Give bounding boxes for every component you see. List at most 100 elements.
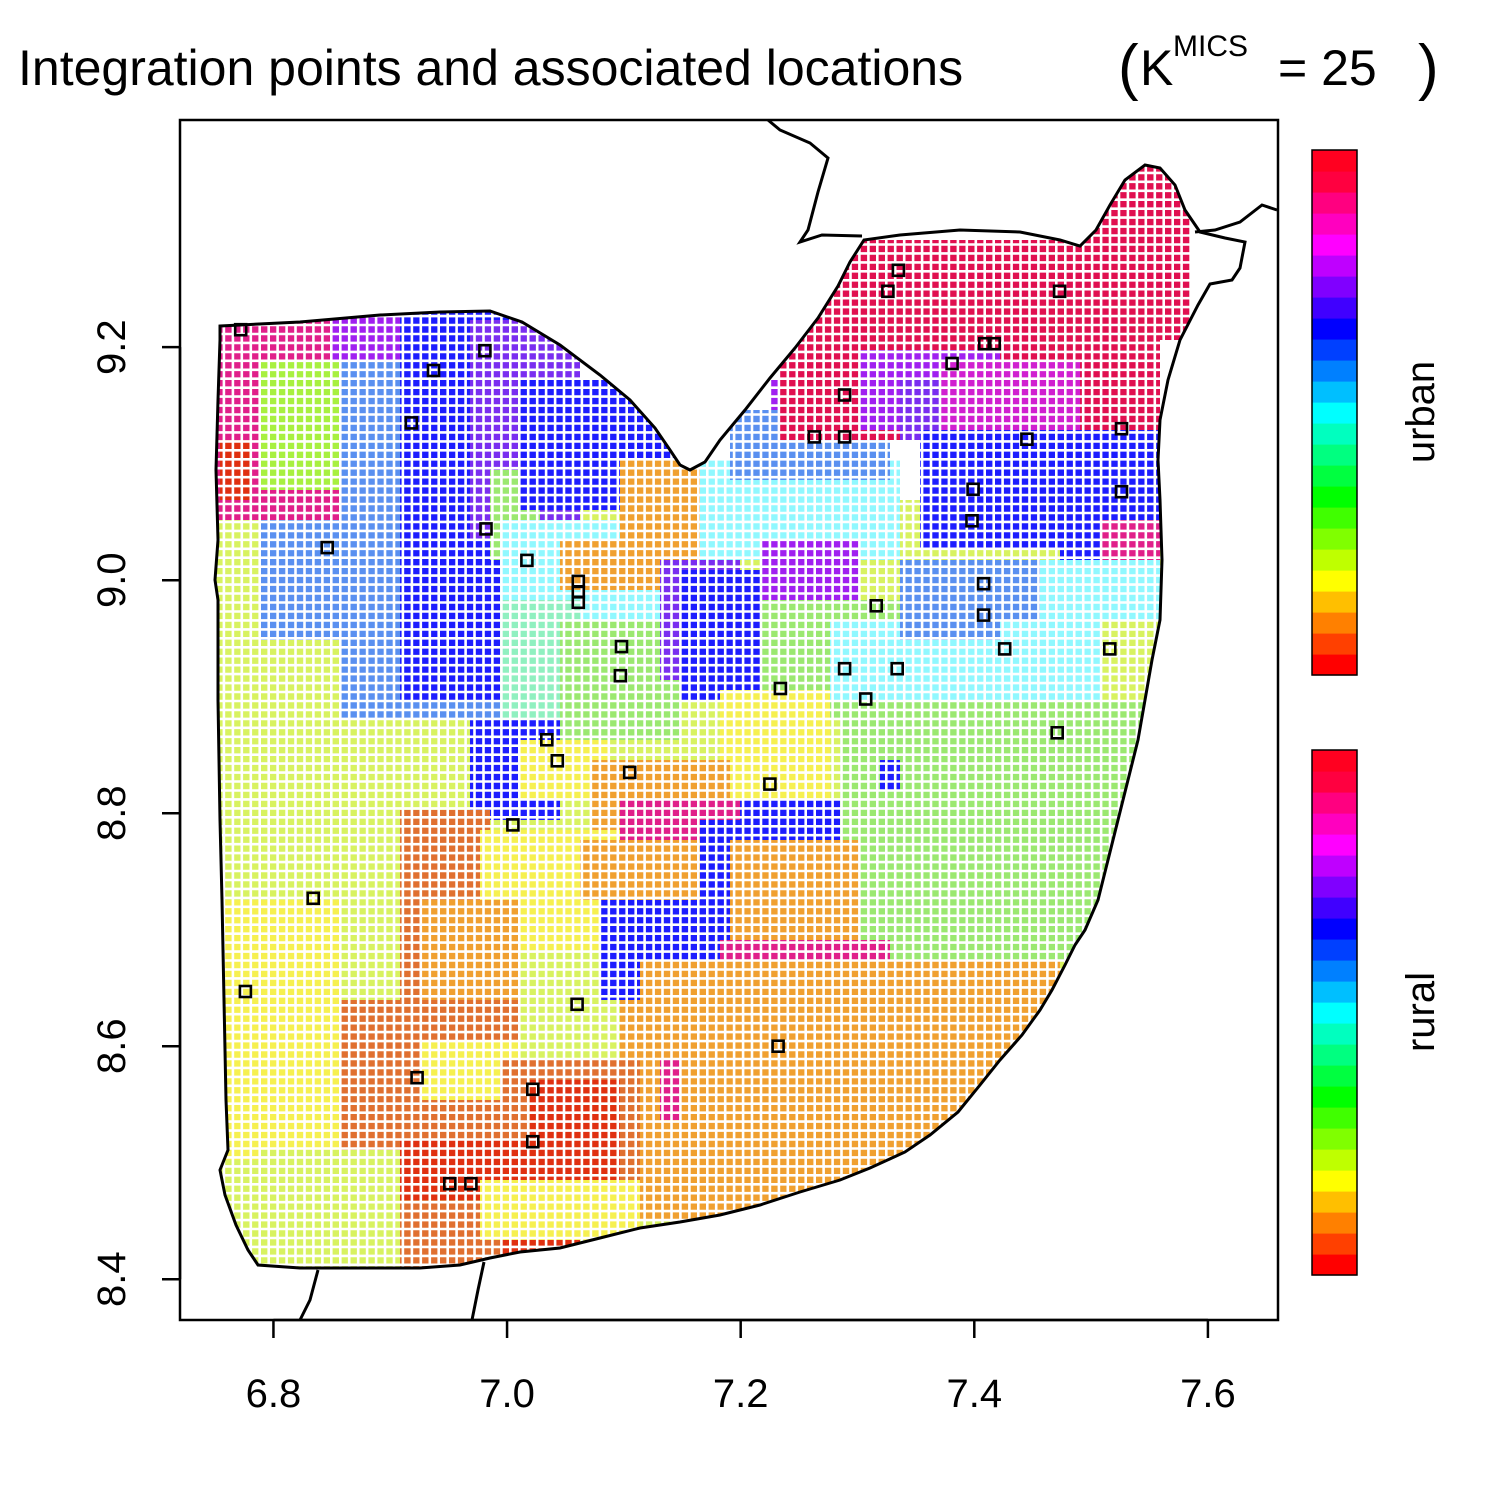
- colorbar-urban: [1311, 149, 1358, 676]
- colorbar-swatch: [1312, 213, 1357, 235]
- colorbar-swatch: [1312, 381, 1357, 403]
- colorbar-swatch: [1312, 276, 1357, 298]
- integration-point: [410, 1070, 424, 1085]
- integration-point: [426, 363, 441, 378]
- colorbar-swatch: [1312, 591, 1357, 613]
- colorbar-swatch: [1312, 1107, 1357, 1129]
- location-zone: [660, 1060, 680, 1120]
- colorbar-swatch: [1312, 855, 1357, 877]
- integration-point: [506, 818, 520, 832]
- colorbar-swatch: [1312, 1023, 1357, 1045]
- colorbar-swatch: [1312, 423, 1357, 445]
- colorbar-swatch: [1312, 750, 1357, 772]
- colorbar-swatch: [1312, 318, 1357, 340]
- integration-point: [976, 608, 991, 622]
- colorbar-swatch: [1312, 402, 1357, 424]
- colorbar-swatch: [1312, 1002, 1357, 1024]
- colorbar-swatch: [1312, 792, 1357, 814]
- colorbar-swatch: [1312, 960, 1357, 982]
- integration-point: [1052, 284, 1067, 299]
- colorbar-swatch: [1312, 297, 1357, 319]
- colorbar-swatch: [1312, 876, 1357, 898]
- title-equals-value: = 25: [1278, 40, 1377, 96]
- colorbar-swatch: [1312, 1212, 1357, 1234]
- integration-point: [891, 263, 906, 278]
- x-tick-label: 7.2: [713, 1372, 769, 1416]
- plot-title: Integration points and associated locati…: [18, 30, 1439, 102]
- integration-point: [1050, 725, 1064, 740]
- integration-point: [997, 642, 1012, 656]
- x-tick-label: 7.0: [479, 1372, 535, 1416]
- x-tick-label: 7.4: [946, 1372, 1002, 1416]
- integration-point: [945, 356, 959, 371]
- x-tick-label: 7.6: [1180, 1372, 1236, 1416]
- integration-point: [404, 416, 419, 430]
- colorbar-swatch: [1312, 633, 1357, 655]
- integration-point: [763, 777, 777, 791]
- colorbar-swatch: [1312, 528, 1357, 550]
- title-superscript: MICS: [1173, 30, 1248, 63]
- neighbor-boundary-north: [767, 118, 863, 245]
- integration-point: [613, 668, 628, 683]
- colorbar-swatch: [1312, 813, 1357, 835]
- integration-point: [622, 765, 637, 780]
- integration-point: [771, 1039, 785, 1053]
- integration-points: [233, 263, 1129, 1191]
- colorbar-swatch: [1312, 771, 1357, 793]
- y-tick-label: 8.4: [90, 1251, 134, 1307]
- integration-point: [306, 891, 321, 906]
- integration-point: [837, 388, 852, 402]
- colorbar-swatch: [1312, 1128, 1357, 1150]
- integration-point: [965, 513, 979, 528]
- colorbar-swatch: [1312, 1086, 1357, 1108]
- neighbor-boundary-south-west: [298, 1269, 320, 1321]
- integration-point: [1020, 432, 1034, 447]
- colorbar-swatch: [1312, 486, 1357, 508]
- colorbar-swatch: [1312, 939, 1357, 961]
- integration-point: [1103, 642, 1117, 656]
- title-open-paren: (: [1118, 33, 1139, 102]
- integration-point: [238, 984, 253, 999]
- colorbar-swatch: [1312, 360, 1357, 382]
- colorbar-swatch: [1312, 981, 1357, 1003]
- neighbor-boundary-south: [470, 1261, 486, 1321]
- colorbar-swatch: [1312, 612, 1357, 634]
- colorbar-swatch: [1312, 834, 1357, 856]
- colorbar-swatch: [1312, 654, 1357, 676]
- integration-point: [837, 661, 852, 676]
- y-tick-label: 8.8: [90, 785, 134, 841]
- integration-point: [570, 997, 584, 1012]
- integration-point: [1114, 421, 1129, 436]
- colorbar-swatch: [1312, 255, 1357, 277]
- colorbar-swatch: [1312, 1065, 1357, 1087]
- integration-point: [233, 322, 248, 337]
- integration-point: [869, 598, 884, 613]
- integration-point: [966, 482, 980, 497]
- integration-point: [525, 1134, 540, 1149]
- y-tick-label: 8.6: [90, 1018, 134, 1074]
- location-grid: [215, 165, 1245, 1268]
- x-axis: 6.8 7.0 7.2 7.4 7.6: [246, 1318, 1236, 1416]
- y-axis: 8.4 8.6 8.8 9.0 9.2: [90, 319, 182, 1307]
- y-tick-label: 9.0: [90, 552, 134, 608]
- colorbar-swatch: [1312, 570, 1357, 592]
- colorbar-swatch: [1312, 444, 1357, 466]
- integration-point: [464, 1176, 478, 1191]
- colorbar-swatch: [1312, 918, 1357, 940]
- title-close-paren: ): [1418, 33, 1439, 102]
- location-zone: [840, 700, 1170, 960]
- region-boundary: [213, 163, 1247, 1270]
- legend-label-urban: urban: [1399, 361, 1443, 463]
- integration-point: [550, 753, 565, 768]
- integration-point: [807, 430, 822, 444]
- colorbar-border: [1311, 749, 1358, 1276]
- title-k-symbol: K: [1140, 40, 1173, 96]
- colorbar-swatch: [1312, 897, 1357, 919]
- colorbar-swatch: [1312, 192, 1357, 214]
- y-tick-label: 9.2: [90, 319, 134, 375]
- integration-point: [520, 553, 534, 568]
- integration-point: [320, 540, 335, 555]
- colorbar-swatch: [1312, 507, 1357, 529]
